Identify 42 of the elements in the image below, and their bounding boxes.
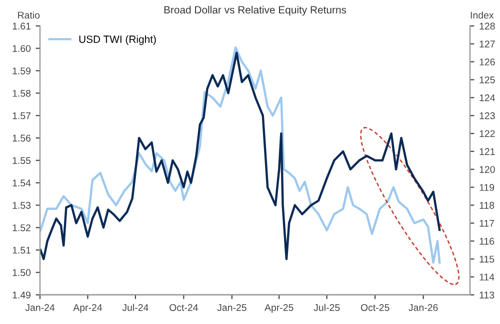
y2-tick-label: 121	[480, 148, 495, 155]
legend-label: USD TWI (Right)	[79, 35, 156, 46]
y-tick-label: 1.53	[12, 202, 31, 209]
y2-tick-label: 128	[480, 22, 495, 30]
y2-tick-label: 115	[480, 256, 494, 263]
y2-tick-label: 117	[480, 220, 494, 227]
x-tick-label: Jul-24	[122, 304, 148, 312]
y2-tick-label: 127	[480, 40, 495, 48]
x-tick-label: Jan-26	[408, 304, 438, 312]
y-tick-label: 1.50	[12, 269, 31, 276]
x-tick-label: Oct-24	[170, 304, 198, 312]
y-tick-label: 1.51	[12, 246, 30, 254]
y-tick-label: 1.52	[12, 224, 30, 232]
y2-tick-label: 116	[480, 238, 494, 245]
y2-tick-label: 125	[480, 76, 495, 84]
y-tick-label: 1.57	[12, 112, 30, 120]
y-tick-label: 1.55	[12, 157, 31, 164]
x-tick-label: Oct-25	[360, 304, 390, 312]
x-tick-label: Apr-25	[264, 304, 294, 313]
y2-axis-title: Index	[470, 11, 494, 19]
y-tick-label: 1.61	[12, 22, 30, 30]
y2-tick-label: 124	[480, 94, 495, 102]
y2-tick-label: 123	[480, 112, 495, 120]
y-tick-label: 1.60	[12, 45, 31, 52]
y2-tick-label: 122	[480, 130, 495, 138]
y2-tick-label: 113	[480, 292, 494, 298]
y-tick-label: 1.56	[12, 134, 31, 142]
x-tick-label: Jan-24	[25, 304, 55, 312]
y2-tick-label: 120	[480, 166, 495, 173]
chart-title: Broad Dollar vs Relative Equity Returns	[164, 6, 346, 16]
y2-tick-label: 114	[480, 274, 494, 280]
x-tick-label: Apr-24	[73, 304, 102, 313]
y-tick-label: 1.49	[12, 292, 31, 298]
y-axis-title: Ratio	[18, 11, 40, 19]
y2-tick-label: 118	[480, 202, 494, 209]
y-tick-label: 1.58	[12, 90, 31, 97]
y2-tick-label: 119	[480, 184, 494, 191]
y2-tick-label: 126	[480, 58, 495, 66]
x-tick-label: Jan-25	[217, 304, 246, 312]
x-tick-label: Jul-25	[314, 304, 340, 312]
y-tick-label: 1.54	[12, 180, 31, 186]
y-tick-label: 1.59	[12, 67, 31, 74]
